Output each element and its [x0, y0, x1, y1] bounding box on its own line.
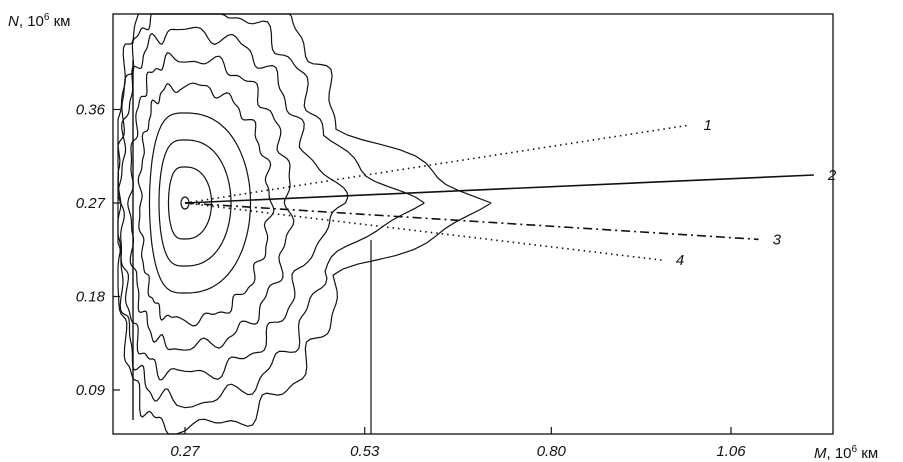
y-axis-title: N, 106 км — [8, 12, 70, 30]
series-line-3 — [184, 202, 759, 241]
contour-level-8 — [117, 13, 492, 435]
contour-level-3 — [148, 112, 252, 294]
x-tick-label: 1.06 — [716, 443, 746, 460]
series-label-2: 2 — [827, 167, 837, 184]
contour-level-5 — [127, 52, 295, 351]
series-label-1: 1 — [704, 117, 712, 134]
y-tick-label: 0.09 — [76, 382, 106, 399]
x-tick-label: 0.80 — [537, 443, 567, 460]
y-tick-label: 0.36 — [76, 102, 106, 119]
y-tick-label: 0.18 — [76, 289, 106, 306]
series-line-2 — [184, 174, 814, 204]
contour-level-6 — [117, 26, 349, 381]
series-label-3: 3 — [773, 231, 782, 248]
contour-level-2 — [158, 139, 232, 267]
x-tick-label: 0.27 — [170, 443, 200, 460]
x-tick-label: 0.53 — [350, 443, 380, 460]
tick-marks — [113, 108, 732, 434]
series-line-4 — [184, 202, 662, 261]
plot-frame — [112, 13, 834, 435]
contour-level-1 — [167, 166, 213, 240]
series-lines: 1 2 3 4 — [184, 117, 837, 269]
contour-level-7 — [117, 13, 425, 409]
contour-level-4 — [137, 82, 275, 327]
y-tick-label: 0.27 — [76, 195, 106, 212]
tick-labels: 0.27 0.53 0.80 1.06 0.36 0.27 0.18 0.09 — [76, 102, 746, 461]
series-label-4: 4 — [676, 252, 684, 269]
x-axis-title: M, 106 км — [814, 444, 878, 462]
contours — [117, 13, 492, 435]
